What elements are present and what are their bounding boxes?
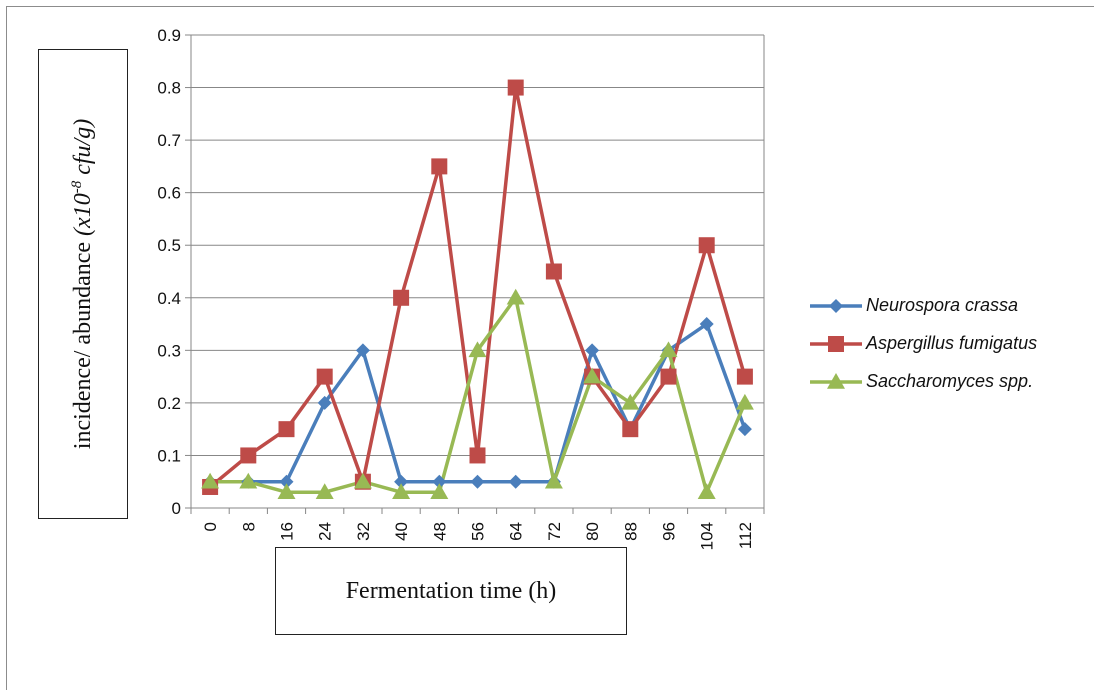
x-tick-label: 40 <box>392 522 411 541</box>
data-point <box>277 483 296 499</box>
y-tick-label: 0.4 <box>157 289 181 308</box>
data-point <box>239 472 258 489</box>
data-point <box>201 472 220 489</box>
x-tick-label: 104 <box>698 522 717 550</box>
legend-label: Saccharomyces spp. <box>866 371 1034 391</box>
legend-swatch <box>810 299 862 313</box>
legend-marker <box>829 299 843 313</box>
y-tick-label: 0.8 <box>157 79 181 98</box>
x-axis-label-box: Fermentation time (h) <box>275 547 627 635</box>
data-point <box>698 237 715 254</box>
data-point <box>544 472 563 489</box>
x-tick-label: 0 <box>201 522 220 531</box>
x-tick-label: 56 <box>469 522 488 541</box>
data-point <box>317 395 332 410</box>
data-point <box>585 343 600 358</box>
x-tick-label: 80 <box>583 522 602 541</box>
data-point <box>660 368 677 385</box>
data-point <box>736 368 753 385</box>
data-point <box>508 474 523 489</box>
legend: Neurospora crassa Aspergillus fumigatus Sa… <box>808 290 1088 404</box>
y-axis-unit-after: cfu/g) <box>70 118 96 181</box>
data-point <box>507 79 524 96</box>
y-tick-label: 0.6 <box>157 184 181 203</box>
x-axis-label: Fermentation time (h) <box>345 577 557 604</box>
y-axis-label-box: incidence/ abundance (x10-8 cfu/g) <box>38 49 128 519</box>
x-tick-label: 96 <box>660 522 679 541</box>
legend-item: Saccharomyces spp. <box>808 366 1088 404</box>
y-tick-label: 0 <box>172 499 181 518</box>
data-point <box>622 421 639 438</box>
y-tick-label: 0.1 <box>157 446 181 465</box>
y-tick-label: 0.3 <box>157 341 181 360</box>
x-tick-label: 48 <box>430 522 449 541</box>
y-axis-label-unit: (x10-8 cfu/g) <box>69 118 96 236</box>
data-point <box>737 422 752 437</box>
x-tick-label: 112 <box>736 522 755 549</box>
x-tick-labels: 0 8 16 24 32 40 48 56 64 72 80 88 96 104 112 <box>201 522 755 550</box>
axes <box>185 34 765 514</box>
x-tick-label: 8 <box>239 522 258 531</box>
data-point <box>699 317 714 332</box>
legend-swatch <box>810 373 862 389</box>
data-point <box>583 367 602 384</box>
x-tick-label: 88 <box>621 522 640 541</box>
legend-marker <box>828 336 844 352</box>
y-tick-label: 0.2 <box>157 394 181 413</box>
y-axis-unit-before: (x10 <box>70 193 96 236</box>
data-point <box>621 393 640 410</box>
legend-label: Neurospora crassa <box>866 295 1019 315</box>
data-point <box>355 343 370 358</box>
x-tick-label: 72 <box>545 522 564 541</box>
y-tick-label: 0.7 <box>157 131 181 150</box>
y-axis-unit-exponent: -8 <box>69 180 85 194</box>
data-point <box>315 483 334 499</box>
y-tick-labels: 0 0.1 0.2 0.3 0.4 0.5 0.6 0.7 0.8 0.9 <box>157 26 181 518</box>
legend-swatch <box>810 336 862 352</box>
data-point <box>353 472 372 489</box>
data-point <box>393 289 410 306</box>
data-point <box>506 288 525 305</box>
y-tick-label: 0.5 <box>157 236 181 255</box>
x-tick-label: 16 <box>278 522 297 541</box>
data-point <box>278 421 295 438</box>
data-point <box>469 447 486 464</box>
data-point <box>316 368 333 385</box>
x-tick-label: 32 <box>354 522 373 541</box>
data-point <box>470 474 485 489</box>
data-point <box>430 483 449 499</box>
y-axis-label: incidence/ abundance (x10-8 cfu/g) <box>69 119 97 449</box>
legend-item: Aspergillus fumigatus <box>808 328 1088 366</box>
legend-marker <box>827 373 845 389</box>
data-point <box>735 393 754 410</box>
chart-frame <box>6 6 1094 690</box>
data-point <box>697 483 716 499</box>
data-point <box>279 474 294 489</box>
data-point <box>432 474 447 489</box>
series-markers-2 <box>202 79 753 495</box>
y-tick-label: 0.9 <box>157 26 181 45</box>
data-point <box>659 341 678 358</box>
legend-item: Neurospora crassa <box>808 290 1088 328</box>
series-markers-3 <box>201 288 754 499</box>
legend-label: Aspergillus fumigatus <box>866 333 1038 353</box>
data-point <box>394 474 409 489</box>
data-point <box>240 447 257 464</box>
data-point <box>545 263 562 280</box>
x-tick-label: 64 <box>507 522 526 541</box>
series-markers <box>201 79 754 499</box>
x-tick-label: 24 <box>316 522 335 541</box>
data-point <box>392 483 411 499</box>
y-axis-label-prefix: incidence/ abundance <box>70 235 96 450</box>
data-point <box>431 158 448 175</box>
data-point <box>468 341 487 358</box>
